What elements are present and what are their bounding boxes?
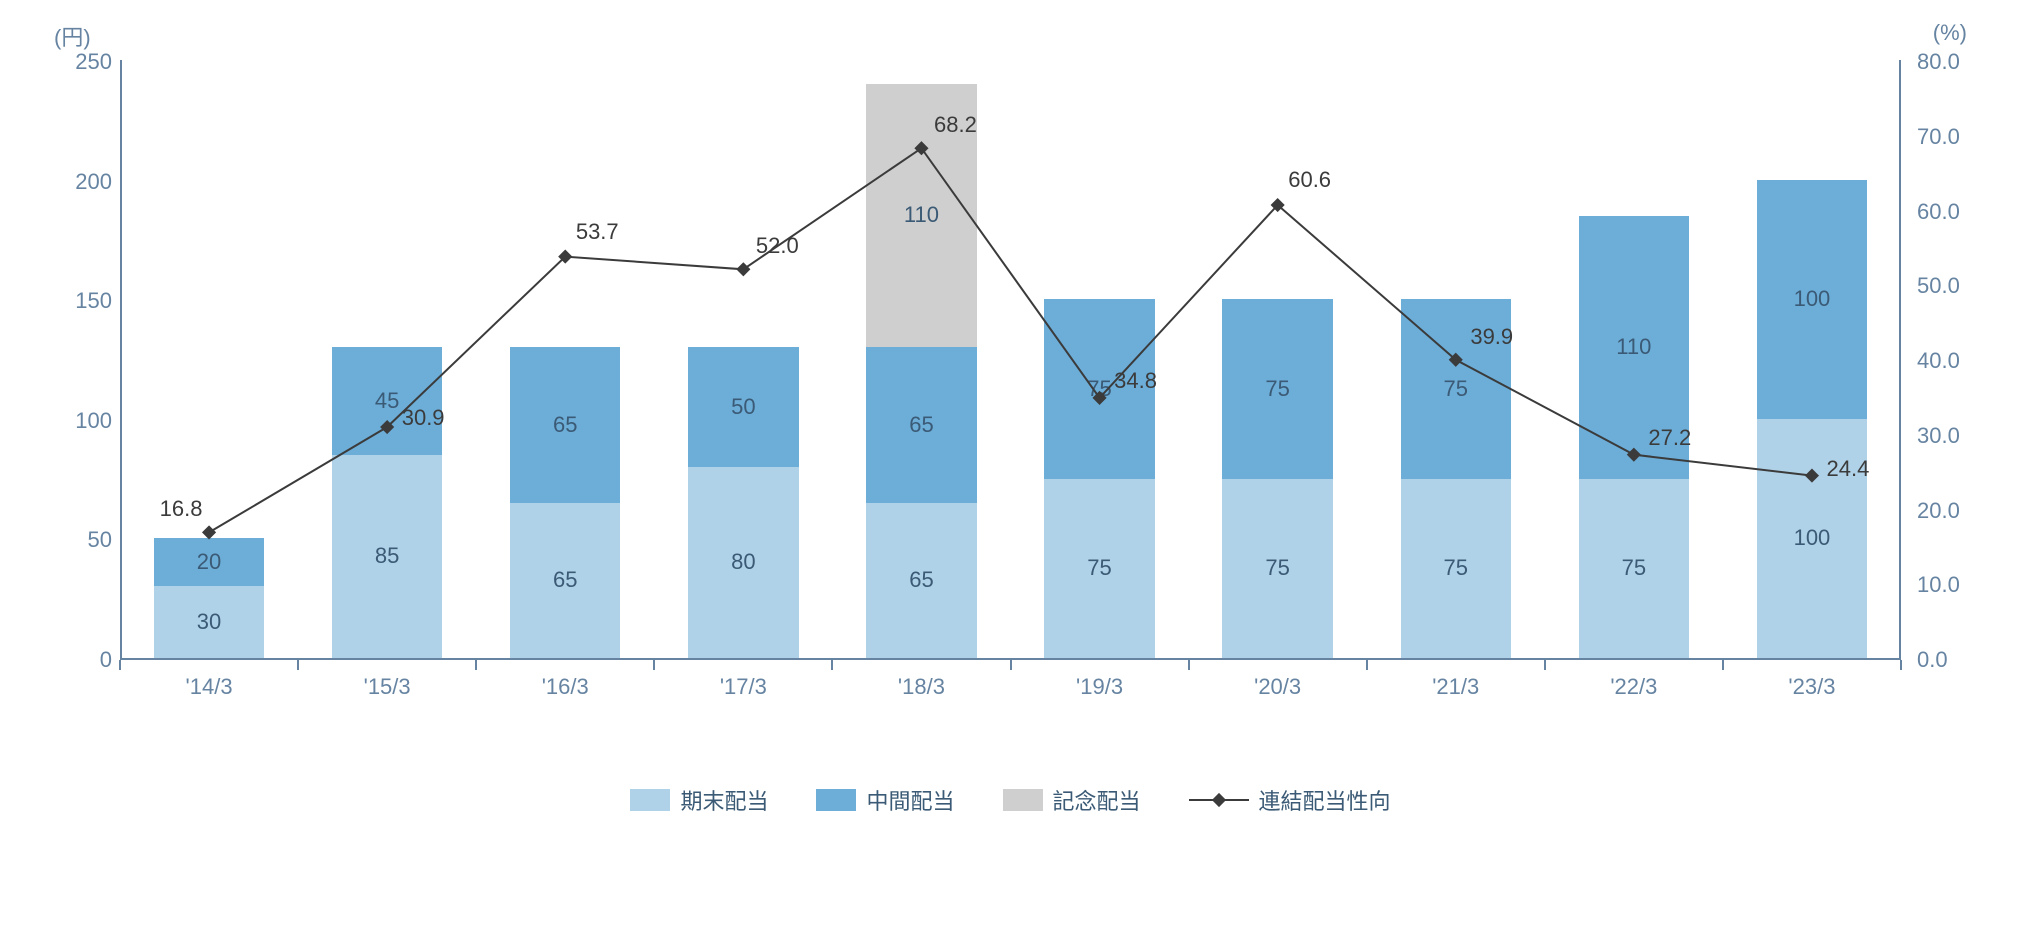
- x-axis: '14/3 '15/3 '16/3 '17/3 '18/3 '19/3 '20/3 '21/3…: [120, 660, 1901, 710]
- y-right-tick-label: 40.0: [1909, 348, 2001, 374]
- legend-swatch-special: [1003, 789, 1043, 811]
- payout-marker: [1805, 469, 1819, 483]
- x-tick: [1900, 660, 1902, 670]
- x-tick: [475, 660, 477, 670]
- y-left-tick-label: 250: [20, 49, 112, 75]
- y-left-tick-label: 0: [20, 647, 112, 673]
- legend: 期末配当 中間配当 記念配当 連結配当性向: [120, 780, 1901, 820]
- x-tick-label: '21/3: [1432, 674, 1479, 700]
- y-right-axis-title: (%): [1933, 20, 1967, 46]
- payout-marker: [202, 525, 216, 539]
- legend-item-interim: 中間配当: [816, 784, 954, 816]
- legend-item-year-end: 期末配当: [630, 784, 768, 816]
- payout-point-label: 60.6: [1288, 167, 1331, 193]
- payout-point-label: 39.9: [1470, 324, 1513, 350]
- x-tick-label: '17/3: [720, 674, 767, 700]
- x-tick-label: '22/3: [1610, 674, 1657, 700]
- legend-label-year-end: 期末配当: [680, 784, 768, 816]
- dividend-chart: (円) (%) 0 50 100 150 200 250 0.0 10.0 20.0 30.0 4…: [20, 20, 2001, 907]
- payout-point-label: 53.7: [576, 219, 619, 245]
- x-tick-label: '15/3: [364, 674, 411, 700]
- x-tick-label: '18/3: [898, 674, 945, 700]
- x-tick: [1366, 660, 1368, 670]
- legend-line-marker: [1189, 789, 1249, 811]
- legend-label-payout: 連結配当性向: [1259, 784, 1391, 816]
- payout-marker: [914, 141, 928, 155]
- payout-point-label: 16.8: [160, 496, 203, 522]
- payout-point-label: 24.4: [1827, 456, 1870, 482]
- y-right-tick-label: 80.0: [1909, 49, 2001, 75]
- y-left-tick-label: 100: [20, 408, 112, 434]
- y-right-axis-labels: 0.010.020.030.040.050.060.070.080.0: [1909, 60, 2001, 660]
- payout-line: [209, 148, 1812, 532]
- x-tick-label: '23/3: [1788, 674, 1835, 700]
- y-right-tick-label: 10.0: [1909, 572, 2001, 598]
- y-right-tick-label: 50.0: [1909, 273, 2001, 299]
- payout-point-label: 34.8: [1114, 368, 1157, 394]
- payout-line-layer: [120, 60, 1901, 658]
- payout-point-label: 30.9: [402, 405, 445, 431]
- legend-item-payout-line: 連結配当性向: [1189, 784, 1391, 816]
- x-tick: [297, 660, 299, 670]
- y-left-tick-label: 200: [20, 169, 112, 195]
- y-left-tick-label: 50: [20, 527, 112, 553]
- legend-label-interim: 中間配当: [866, 784, 954, 816]
- y-right-tick-label: 30.0: [1909, 423, 2001, 449]
- x-tick: [653, 660, 655, 670]
- x-tick-label: '19/3: [1076, 674, 1123, 700]
- plot-area: 3020854565658050656511075757575757575110…: [120, 60, 1901, 660]
- y-left-axis-labels: 050100150200250: [20, 60, 112, 660]
- legend-swatch-interim: [816, 789, 856, 811]
- x-tick: [1188, 660, 1190, 670]
- y-right-tick-label: 70.0: [1909, 124, 2001, 150]
- x-tick-label: '20/3: [1254, 674, 1301, 700]
- legend-item-special: 記念配当: [1003, 784, 1141, 816]
- legend-label-special: 記念配当: [1053, 784, 1141, 816]
- payout-point-label: 27.2: [1648, 425, 1691, 451]
- y-right-tick-label: 0.0: [1909, 647, 2001, 673]
- x-tick: [1722, 660, 1724, 670]
- x-tick: [1544, 660, 1546, 670]
- payout-marker: [1627, 448, 1641, 462]
- y-left-axis-title: (円): [54, 20, 91, 52]
- x-tick: [119, 660, 121, 670]
- x-tick: [831, 660, 833, 670]
- y-left-tick-label: 150: [20, 288, 112, 314]
- x-tick-label: '14/3: [186, 674, 233, 700]
- y-right-tick-label: 60.0: [1909, 199, 2001, 225]
- y-right-tick-label: 20.0: [1909, 498, 2001, 524]
- x-tick: [1010, 660, 1012, 670]
- legend-swatch-year-end: [630, 789, 670, 811]
- payout-point-label: 52.0: [756, 233, 799, 259]
- x-tick-label: '16/3: [542, 674, 589, 700]
- payout-point-label: 68.2: [934, 112, 977, 138]
- payout-marker: [736, 262, 750, 276]
